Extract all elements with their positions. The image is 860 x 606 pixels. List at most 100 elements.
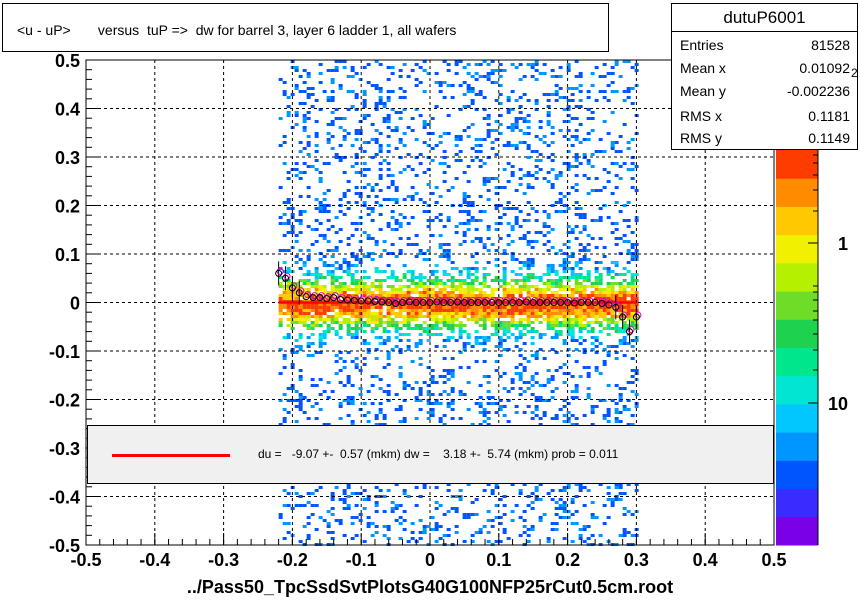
heatmap-cell	[526, 387, 531, 390]
heatmap-cell	[566, 246, 571, 249]
heatmap-cell	[290, 321, 295, 324]
heatmap-cell	[502, 276, 507, 279]
palette-segment	[776, 319, 818, 330]
heatmap-cell	[478, 219, 483, 222]
heatmap-cell	[322, 264, 327, 267]
heatmap-cell	[330, 96, 335, 99]
heatmap-cell	[394, 198, 399, 201]
heatmap-cell	[482, 267, 487, 270]
heatmap-cell	[602, 291, 607, 294]
heatmap-cell	[434, 318, 439, 321]
heatmap-cell	[570, 144, 575, 147]
x-tick-label: 0.1	[486, 550, 511, 570]
heatmap-cell	[534, 285, 539, 288]
heatmap-cell	[494, 138, 499, 141]
heatmap-cell	[490, 141, 495, 144]
heatmap-cell	[370, 84, 375, 87]
heatmap-cell	[510, 240, 515, 243]
heatmap-cell	[514, 222, 519, 225]
heatmap-cell	[394, 288, 399, 291]
heatmap-cell	[422, 288, 427, 291]
stat-label: Entries	[680, 37, 724, 53]
heatmap-cell	[358, 393, 363, 396]
palette-segment	[776, 159, 818, 170]
heatmap-cell	[458, 498, 463, 501]
heatmap-cell	[530, 528, 535, 531]
heatmap-cell	[446, 534, 451, 537]
heatmap-cell	[430, 516, 435, 519]
heatmap-cell	[614, 261, 619, 264]
heatmap-cell	[386, 312, 391, 315]
heatmap-cell	[438, 195, 443, 198]
heatmap-cell	[458, 285, 463, 288]
heatmap-cell	[342, 312, 347, 315]
heatmap-cell	[574, 522, 579, 525]
heatmap-cell	[298, 345, 303, 348]
heatmap-cell	[614, 417, 619, 420]
heatmap-cell	[502, 315, 507, 318]
y-tick-label: 0.3	[55, 148, 80, 168]
heatmap-cell	[350, 144, 355, 147]
heatmap-cell	[498, 84, 503, 87]
heatmap-cell	[330, 282, 335, 285]
heatmap-cell	[522, 285, 527, 288]
heatmap-cell	[374, 84, 379, 87]
heatmap-cell	[526, 156, 531, 159]
heatmap-cell	[354, 192, 359, 195]
heatmap-cell	[310, 306, 315, 309]
heatmap-cell	[634, 393, 639, 396]
heatmap-cell	[326, 123, 331, 126]
heatmap-cell	[470, 219, 475, 222]
heatmap-cell	[574, 87, 579, 90]
heatmap-cell	[318, 258, 323, 261]
heatmap-cell	[386, 309, 391, 312]
heatmap-cell	[622, 405, 627, 408]
heatmap-cell	[498, 309, 503, 312]
heatmap-cell	[514, 339, 519, 342]
heatmap-cell	[566, 510, 571, 513]
heatmap-cell	[330, 78, 335, 81]
heatmap-cell	[454, 177, 459, 180]
stats-box: dutuP6001 Entries 81528 Mean x 0.01092 M…	[671, 3, 858, 150]
heatmap-cell	[502, 324, 507, 327]
heatmap-cell	[502, 321, 507, 324]
heatmap-cell	[558, 321, 563, 324]
heatmap-cell	[538, 336, 543, 339]
heatmap-cell	[574, 396, 579, 399]
heatmap-cell	[602, 318, 607, 321]
heatmap-cell	[550, 168, 555, 171]
heatmap-cell	[606, 492, 611, 495]
heatmap-cell	[442, 534, 447, 537]
heatmap-cell	[586, 393, 591, 396]
heatmap-cell	[394, 228, 399, 231]
heatmap-cell	[482, 108, 487, 111]
heatmap-cell	[462, 192, 467, 195]
heatmap-cell	[486, 177, 491, 180]
heatmap-cell	[390, 321, 395, 324]
heatmap-cell	[338, 312, 343, 315]
heatmap-cell	[282, 366, 287, 369]
heatmap-cell	[634, 189, 639, 192]
heatmap-cell	[498, 114, 503, 117]
heatmap-cell	[422, 531, 427, 534]
heatmap-cell	[630, 162, 635, 165]
heatmap-cell	[526, 534, 531, 537]
heatmap-cell	[342, 135, 347, 138]
heatmap-cell	[550, 396, 555, 399]
heatmap-cell	[546, 216, 551, 219]
heatmap-cell	[574, 288, 579, 291]
stat-value: 0.01092	[799, 60, 850, 76]
heatmap-cell	[370, 282, 375, 285]
heatmap-cell	[506, 288, 511, 291]
heatmap-cell	[294, 219, 299, 222]
heatmap-cell	[298, 288, 303, 291]
heatmap-cell	[586, 177, 591, 180]
heatmap-cell	[422, 483, 427, 486]
heatmap-cell	[586, 96, 591, 99]
heatmap-cell	[374, 315, 379, 318]
heatmap-cell	[290, 93, 295, 96]
heatmap-cell	[478, 411, 483, 414]
palette-segment	[776, 300, 818, 311]
heatmap-cell	[578, 306, 583, 309]
heatmap-cell	[546, 537, 551, 540]
